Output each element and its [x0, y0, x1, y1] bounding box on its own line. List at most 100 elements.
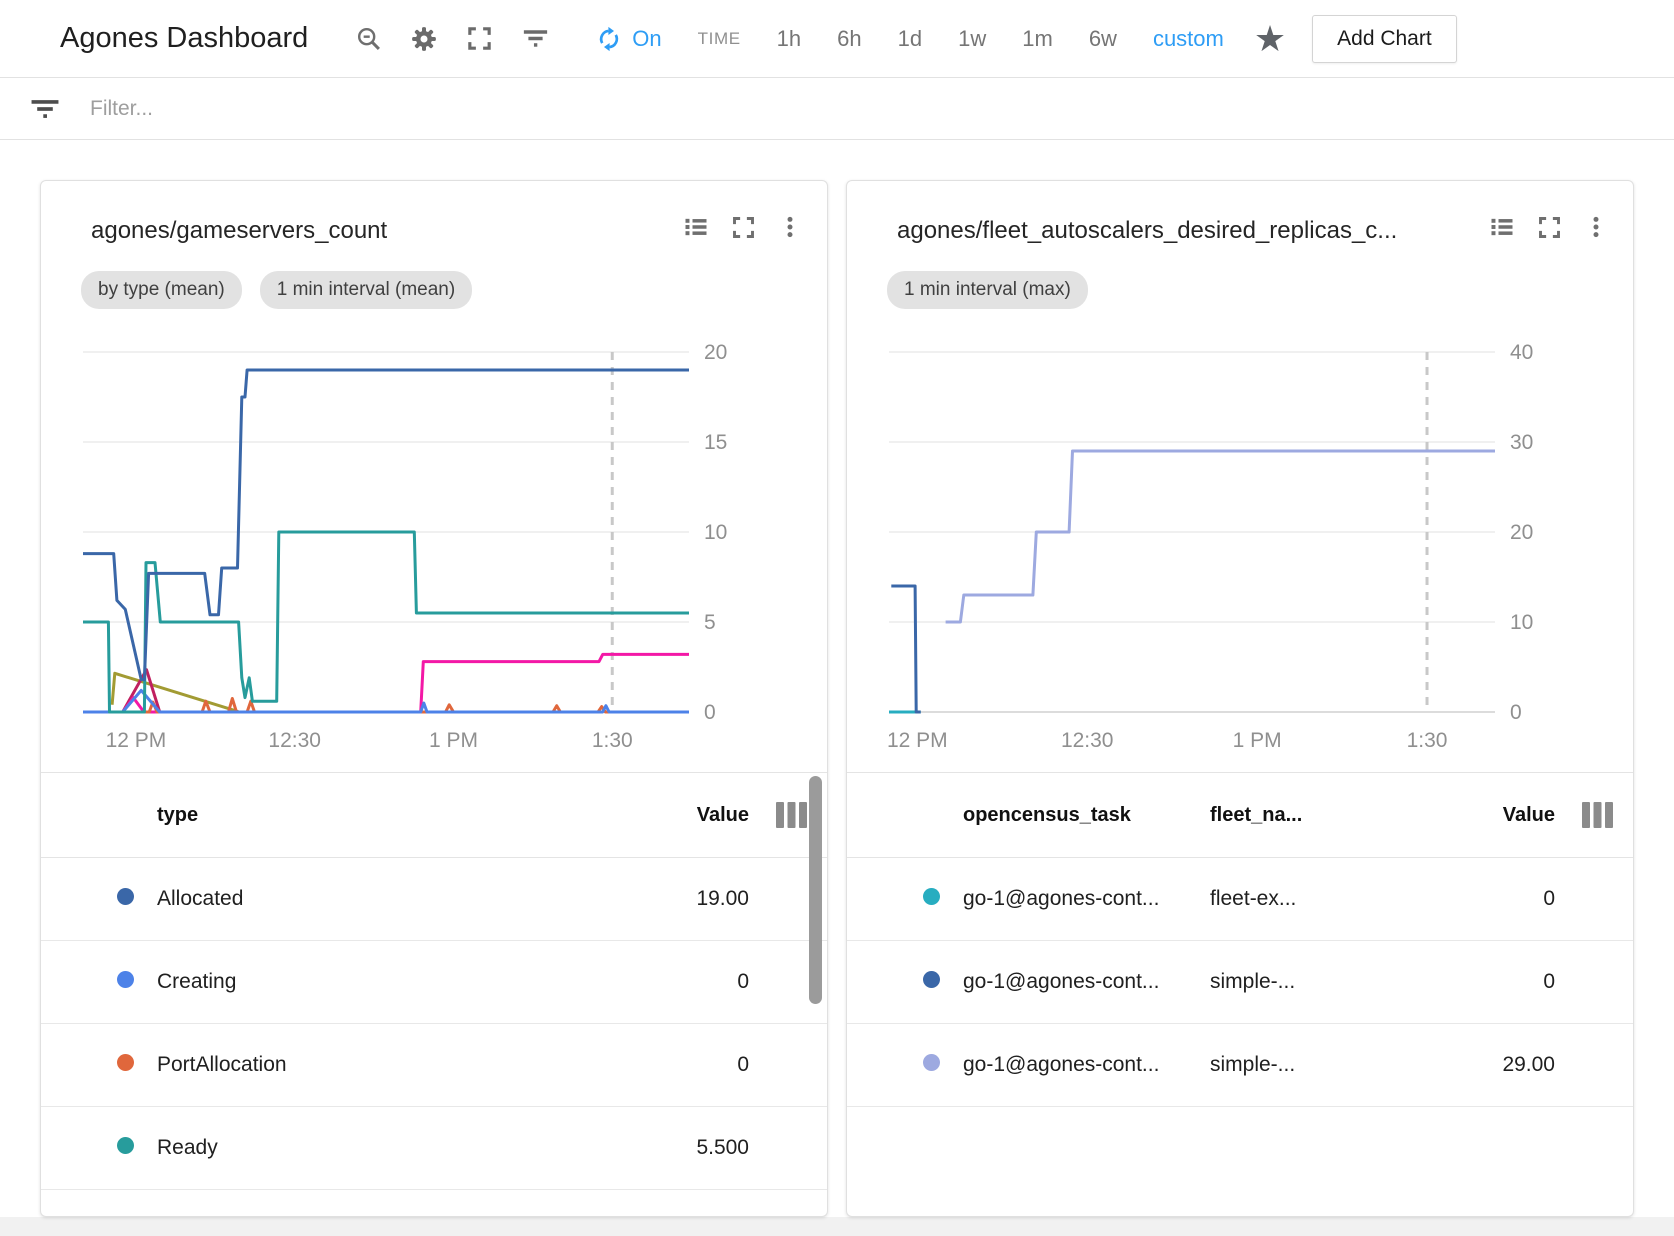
svg-text:30: 30 — [1510, 431, 1533, 454]
svg-text:1 PM: 1 PM — [429, 729, 478, 752]
refresh-state-label: On — [632, 25, 662, 51]
time-range-1d[interactable]: 1d — [897, 25, 923, 51]
time-range-1h[interactable]: 1h — [776, 25, 802, 51]
auto-refresh-toggle[interactable]: On — [595, 25, 662, 53]
timeseries-chart-gameservers[interactable]: 0 5 10 15 20 12 PM 12:30 1 PM 1:30 — [41, 331, 825, 774]
aggregation-chips: 1 min interval (max) — [887, 271, 1088, 309]
chart-title: agones/gameservers_count — [91, 217, 388, 244]
series-label: Allocated — [157, 887, 244, 910]
series-value: 0 — [1543, 887, 1555, 910]
svg-text:10: 10 — [1510, 611, 1533, 634]
series-color-dot — [117, 1137, 134, 1154]
legend-row[interactable]: Allocated 19.00 — [41, 858, 827, 941]
time-range-1m[interactable]: 1m — [1022, 25, 1053, 51]
time-range-custom[interactable]: custom — [1152, 25, 1224, 51]
legend-column-label: fleet_na... — [1210, 803, 1303, 826]
svg-text:12:30: 12:30 — [268, 729, 321, 752]
aggregation-chip[interactable]: 1 min interval (max) — [887, 271, 1088, 309]
series-label: simple-... — [1210, 970, 1296, 993]
series-color-dot — [117, 971, 134, 988]
legend-row[interactable]: go-1@agones-cont... fleet-ex... 0 — [847, 858, 1633, 941]
expand-icon[interactable] — [1536, 214, 1563, 241]
legend-row[interactable]: Creating 0 — [41, 941, 827, 1024]
legend-column-label: type — [157, 803, 199, 826]
legend-header-row: type Value — [41, 773, 827, 858]
legend-row[interactable]: PortAllocation 0 — [41, 1024, 827, 1107]
aggregation-chip[interactable]: by type (mean) — [81, 271, 242, 309]
expand-icon[interactable] — [730, 214, 757, 241]
series-color-dot — [117, 1054, 134, 1071]
series-label: PortAllocation — [157, 1053, 287, 1076]
chart-title: agones/fleet_autoscalers_desired_replica… — [897, 217, 1398, 244]
series-value: 0 — [737, 970, 749, 993]
series-color-dot — [923, 971, 940, 988]
svg-text:15: 15 — [704, 431, 727, 454]
series-label: fleet-ex... — [1210, 887, 1297, 910]
legend-row[interactable]: go-1@agones-cont... simple-... 0 — [847, 941, 1633, 1024]
table-scrollbar[interactable] — [809, 776, 822, 1004]
time-label: TIME — [697, 28, 741, 48]
aggregation-chips: by type (mean) 1 min interval (mean) — [81, 271, 473, 309]
svg-text:12:30: 12:30 — [1061, 729, 1114, 752]
svg-text:20: 20 — [704, 341, 727, 364]
time-range-6h[interactable]: 6h — [837, 25, 862, 51]
svg-text:0: 0 — [704, 701, 716, 724]
legend-table: type Value Allocated 19.00 Creating 0 PortAllo… — [41, 772, 827, 1216]
legend-column-value: Value — [696, 803, 749, 826]
legend-list-icon[interactable] — [682, 213, 710, 241]
svg-text:40: 40 — [1510, 341, 1533, 364]
svg-text:20: 20 — [1510, 521, 1533, 544]
series-label: simple-... — [1210, 1053, 1296, 1076]
svg-text:1:30: 1:30 — [1407, 729, 1448, 752]
legend-table: opencensus_task fleet_na... Value go-1@agon… — [847, 772, 1633, 1216]
legend-list-icon[interactable] — [1488, 213, 1516, 241]
fullscreen-icon[interactable] — [465, 24, 494, 53]
series-value: 29.00 — [1502, 1053, 1555, 1076]
svg-text:1:30: 1:30 — [592, 729, 633, 752]
series-value: 19.00 — [696, 887, 749, 910]
svg-text:10: 10 — [704, 521, 727, 544]
series-label: Ready — [157, 1136, 218, 1159]
chart-card-fleet-autoscalers: agones/fleet_autoscalers_desired_replica… — [846, 180, 1634, 1217]
series-value: 5.500 — [696, 1136, 749, 1159]
series-value: 0 — [737, 1053, 749, 1076]
legend-header-row: opencensus_task fleet_na... Value — [847, 773, 1633, 858]
legend-row[interactable]: Ready 5.500 — [41, 1107, 827, 1190]
time-range-options: 1h 6h 1d 1w 1m 6w — [777, 26, 1117, 52]
columns-icon[interactable] — [1582, 802, 1613, 828]
series-value: 0 — [1543, 970, 1555, 993]
top-toolbar: Agones Dashboard — [0, 0, 1674, 78]
svg-text:5: 5 — [704, 611, 716, 634]
add-chart-button[interactable]: Add Chart — [1312, 14, 1457, 63]
search-zoom-icon[interactable] — [354, 24, 383, 53]
series-label: go-1@agones-cont... — [963, 1053, 1160, 1076]
dashboard-grid: agones/gameservers_count by type (m — [0, 140, 1674, 1217]
filter-sort-icon[interactable] — [520, 23, 551, 54]
legend-column-label: opencensus_task — [963, 803, 1131, 826]
time-range-6w[interactable]: 6w — [1088, 25, 1117, 51]
columns-icon[interactable] — [776, 802, 807, 828]
series-color-dot — [923, 888, 940, 905]
filter-input[interactable] — [88, 95, 1674, 122]
timeseries-chart-fleet-autoscalers[interactable]: 0 10 20 30 40 12 PM 12:30 1 PM 1:30 — [847, 331, 1631, 774]
kebab-menu-icon[interactable] — [1583, 214, 1609, 240]
series-color-dot — [923, 1054, 940, 1071]
series-label: Creating — [157, 970, 237, 993]
settings-gear-icon[interactable] — [409, 24, 439, 54]
svg-text:12 PM: 12 PM — [106, 729, 167, 752]
svg-text:0: 0 — [1510, 701, 1522, 724]
dashboard-title: Agones Dashboard — [60, 22, 309, 54]
time-range-1w[interactable]: 1w — [958, 25, 987, 51]
aggregation-chip[interactable]: 1 min interval (mean) — [259, 271, 473, 309]
filter-icon — [28, 92, 62, 126]
series-color-dot — [117, 888, 134, 905]
series-label: go-1@agones-cont... — [963, 887, 1160, 910]
star-icon[interactable]: ★ — [1253, 17, 1287, 59]
svg-text:12 PM: 12 PM — [887, 729, 948, 752]
filter-bar — [0, 78, 1674, 140]
refresh-icon — [595, 25, 623, 53]
legend-row[interactable]: go-1@agones-cont... simple-... 29.00 — [847, 1024, 1633, 1107]
series-label: go-1@agones-cont... — [963, 970, 1160, 993]
page-bottom-strip — [0, 1217, 1674, 1236]
kebab-menu-icon[interactable] — [777, 214, 803, 240]
